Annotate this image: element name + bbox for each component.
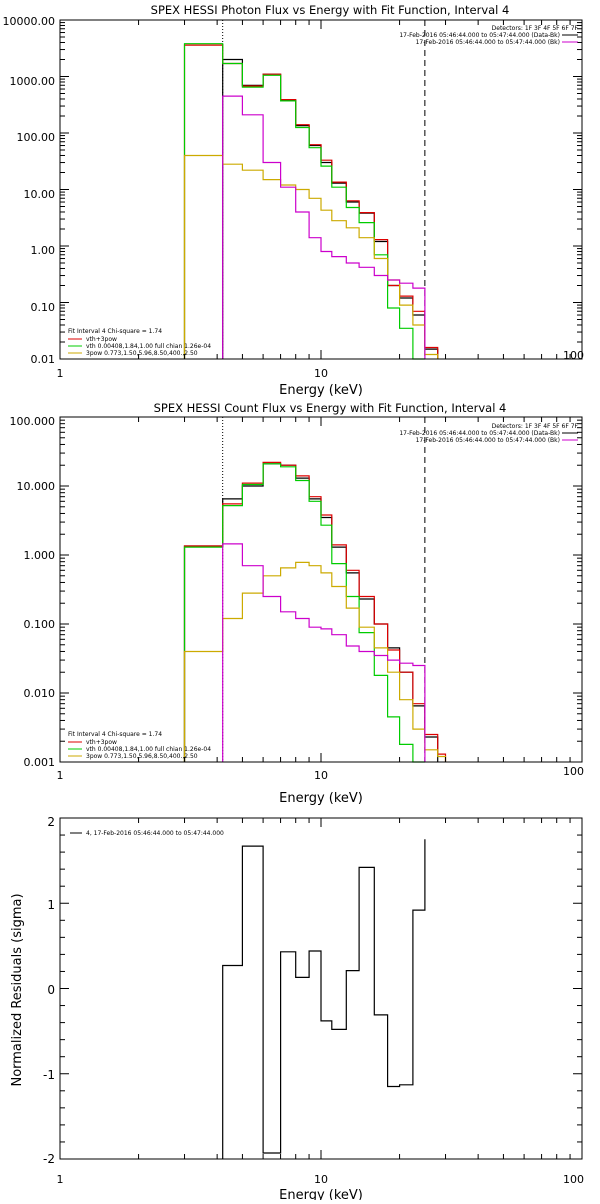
count-flux-y-tick-1.000: 1.000 <box>24 549 56 562</box>
count-flux-series-group <box>183 417 447 763</box>
photon-flux-x-tick-1: 1 <box>57 367 64 380</box>
residuals-x-tick-10: 10 <box>314 1173 328 1186</box>
count-flux-legend-bk-label: 17-Feb-2016 05:46:44.000 to 05:47:44.000… <box>416 437 560 444</box>
photon-flux-y-tick-100.00: 100.00 <box>17 131 56 144</box>
count-flux-axes <box>59 416 583 763</box>
photon-flux-legend-vth-label: vth 0.00408,1.84,1.00 full chian 1.26e-0… <box>86 343 211 350</box>
residuals-series-residuals <box>222 839 426 1159</box>
photon-flux-series-group <box>183 20 439 360</box>
photon-flux-panel: SPEX HESSI Photon Flux vs Energy with Fi… <box>3 3 585 398</box>
residuals-panel: 100 10 1 Energy (keV) 2 1 0 -1 -2 Normal… <box>10 815 584 1203</box>
count-flux-x-tick-10: 10 <box>314 769 328 782</box>
residuals-y-tick-1: 1 <box>47 898 55 912</box>
count-flux-y-tick-0.010: 0.010 <box>24 687 56 700</box>
photon-flux-series-bk <box>222 95 426 359</box>
residuals-plot-frame <box>59 817 583 1160</box>
photon-flux-legend-data-bk-label: 17-Feb-2016 05:46:44.000 to 05:47:44.000… <box>399 32 560 39</box>
residuals-y-tick-minus-1: -1 <box>43 1068 55 1082</box>
count-flux-legend-detectors: Detectors: 1F 3F 4F 5F 6F 7F <box>492 423 579 430</box>
photon-flux-axes <box>59 19 583 360</box>
photon-flux-series-3pow <box>183 154 439 359</box>
residuals-x-tick-100: 100 <box>563 1173 584 1186</box>
count-flux-legend-vth-label: vth 0.00408,1.84,1.00 full chian 1.26e-0… <box>86 746 211 753</box>
residuals-y-tick-0: 0 <box>47 983 55 997</box>
photon-flux-series-data <box>222 58 439 359</box>
photon-flux-series-vth <box>183 43 425 360</box>
photon-flux-legend-3pow-label: 3pow 0.773,1.50,5.96,8.50,400.,2.50 <box>86 350 198 357</box>
count-flux-x-axis-label: Energy (keV) <box>279 791 363 806</box>
residuals-y-axis-label: Normalized Residuals (sigma) <box>10 893 25 1086</box>
photon-flux-y-tick-0.01: 0.01 <box>31 353 56 366</box>
residuals-x-axis-label: Energy (keV) <box>279 1188 363 1200</box>
residuals-x-tick-1: 1 <box>57 1173 64 1186</box>
photon-flux-x-axis-label: Energy (keV) <box>279 383 363 398</box>
count-flux-x-tick-100: 100 <box>563 765 584 778</box>
photon-flux-plot-frame <box>59 19 583 360</box>
count-flux-series-bk <box>222 543 426 762</box>
residuals-legend-label: 4, 17-Feb-2016 05:46:44.000 to 05:47:44.… <box>86 830 224 837</box>
photon-flux-legend-detectors: Detectors: 1F 3F 4F 5F 6F 7F <box>492 25 579 32</box>
count-flux-series-vth <box>183 463 425 763</box>
photon-flux-y-tick-0.10: 0.10 <box>31 301 56 314</box>
photon-flux-legend-left: Fit Interval 4 Chi-square = 1.74 vth+3po… <box>68 328 211 357</box>
count-flux-legend-right: Detectors: 1F 3F 4F 5F 6F 7F 17-Feb-2016… <box>399 423 578 444</box>
photon-flux-y-tick-1000.00: 1000.00 <box>10 75 56 88</box>
photon-flux-y-tick-10000.00: 10000.00 <box>3 15 56 28</box>
count-flux-x-tick-1: 1 <box>57 769 64 782</box>
count-flux-panel: SPEX HESSI Count Flux vs Energy with Fit… <box>10 401 585 806</box>
count-flux-legend-data-bk-label: 17-Feb-2016 05:46:44.000 to 05:47:44.000… <box>399 430 560 437</box>
count-flux-plot-frame <box>59 416 583 763</box>
photon-flux-x-tick-100: 100 <box>563 349 584 362</box>
count-flux-y-tick-0.100: 0.100 <box>24 618 56 631</box>
count-flux-series-3pow <box>183 561 447 762</box>
photon-flux-legend-bk-label: 17-Feb-2016 05:46:44.000 to 05:47:44.000… <box>416 39 560 46</box>
residuals-y-tick-minus-2: -2 <box>43 1152 55 1166</box>
photon-flux-title: SPEX HESSI Photon Flux vs Energy with Fi… <box>151 3 510 17</box>
count-flux-series-vth_3pow <box>183 461 447 762</box>
photon-flux-legend-fit-title: Fit Interval 4 Chi-square = 1.74 <box>68 328 162 335</box>
photon-flux-y-tick-10.00: 10.00 <box>24 188 56 201</box>
count-flux-y-tick-100.000: 100.000 <box>10 415 56 428</box>
count-flux-y-tick-0.001: 0.001 <box>24 756 56 769</box>
count-flux-legend-left: Fit Interval 4 Chi-square = 1.74 vth+3po… <box>68 731 211 760</box>
residuals-y-tick-2: 2 <box>47 815 55 829</box>
photon-flux-x-tick-10: 10 <box>314 367 328 380</box>
count-flux-legend-vth-3pow-label: vth+3pow <box>86 739 117 746</box>
residuals-legend: 4, 17-Feb-2016 05:46:44.000 to 05:47:44.… <box>70 830 224 837</box>
photon-flux-legend-right: Detectors: 1F 3F 4F 5F 6F 7F 17-Feb-2016… <box>399 25 578 46</box>
count-flux-legend-fit-title: Fit Interval 4 Chi-square = 1.74 <box>68 731 162 738</box>
count-flux-y-tick-10.000: 10.000 <box>17 480 56 493</box>
count-flux-title: SPEX HESSI Count Flux vs Energy with Fit… <box>154 401 507 415</box>
count-flux-legend-3pow-label: 3pow 0.773,1.50,5.96,8.50,400.,2.50 <box>86 753 198 760</box>
residuals-series-group <box>222 839 426 1159</box>
photon-flux-y-tick-1.00: 1.00 <box>31 244 56 257</box>
photon-flux-legend-vth-3pow-label: vth+3pow <box>86 336 117 343</box>
